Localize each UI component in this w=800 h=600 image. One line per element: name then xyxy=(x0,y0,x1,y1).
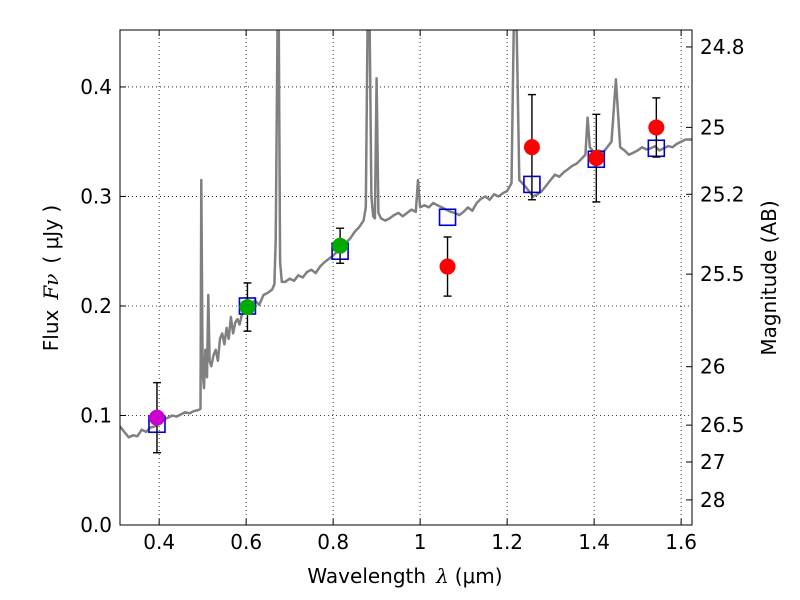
x-tick-label: 0.4 xyxy=(143,530,175,554)
y2-tick-label: 24.8 xyxy=(700,35,745,59)
plot-frame xyxy=(119,29,693,526)
y2-tick-label: 27 xyxy=(700,450,725,474)
x-tick-label: 1.2 xyxy=(491,530,523,554)
x-tick-label: 1.6 xyxy=(665,530,697,554)
spectrum-layer xyxy=(120,30,692,439)
y-tick-label: 0.1 xyxy=(80,403,112,427)
y2-tick-label: 25.5 xyxy=(700,262,745,286)
y-tick-label: 0.2 xyxy=(80,294,112,318)
observed-points xyxy=(148,119,665,426)
y-axis-label-unit: ( μJy ) xyxy=(39,205,63,264)
y2-tick-label: 25.2 xyxy=(700,182,745,206)
observed-point xyxy=(439,258,456,275)
observed-point xyxy=(332,237,349,254)
observed-point xyxy=(588,150,605,167)
x-tick-label: 1 xyxy=(414,530,427,554)
observed-point xyxy=(148,409,165,426)
y2-tick-label: 28 xyxy=(700,488,725,512)
y2-tick-label: 26.5 xyxy=(700,413,745,437)
x-tick-label: 0.8 xyxy=(317,530,349,554)
x-tick-label: 0.6 xyxy=(230,530,262,554)
model-square xyxy=(438,208,457,227)
grid xyxy=(120,30,692,526)
observed-point xyxy=(648,119,665,136)
y-axis-label: Flux Fν ( μJy ) xyxy=(39,205,63,351)
y-axis-label-symbol: Fν xyxy=(39,274,63,301)
x-axis-label-text: Wavelength xyxy=(307,564,426,588)
y2-tick-label: 25 xyxy=(700,115,725,139)
y-tick-label: 0.4 xyxy=(80,75,112,99)
error-bars xyxy=(152,93,661,454)
spectrum-line xyxy=(120,30,692,439)
x-axis-label: Wavelength λ (μm) xyxy=(307,564,502,588)
x-tick-label: 1.4 xyxy=(578,530,610,554)
y2-tick-label: 26 xyxy=(700,355,725,379)
y-tick-label: 0.0 xyxy=(80,513,112,537)
ticks: 0.4 0.6 0.8 1 1.2 1.4 1.6 0.0 0.1 0.2 0.3 0.4 24.8 25… xyxy=(80,30,745,554)
model-points xyxy=(148,139,666,434)
y-tick-label: 0.3 xyxy=(80,184,112,208)
x-axis-label-symbol: λ xyxy=(435,564,449,588)
x-axis-label-unit: (μm) xyxy=(455,564,503,588)
y2-axis-label: Magnitude (AB) xyxy=(757,200,781,355)
observed-point xyxy=(239,299,256,316)
observed-point xyxy=(523,139,540,156)
y-axis-label-text: Flux xyxy=(39,309,63,351)
